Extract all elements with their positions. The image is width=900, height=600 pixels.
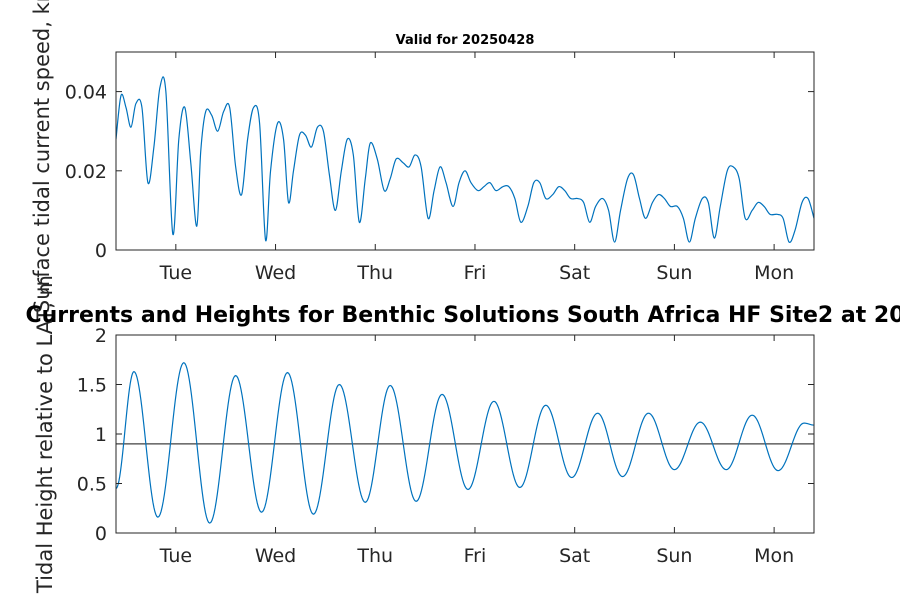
- figure-title: Currents and Heights for Benthic Solutio…: [25, 303, 900, 328]
- tidal-height-series-line: [116, 362, 814, 524]
- current-speed-axes-box: [115, 51, 815, 251]
- tidal-height-ytick-label: 1.5: [77, 375, 107, 397]
- tidal-height-ytick-label: 0.5: [77, 474, 107, 496]
- current-speed-xtick-label: Mon: [754, 262, 794, 284]
- tidal-height-xtick-label: Mon: [754, 545, 794, 567]
- tidal-height-xtick-label: Tue: [159, 545, 192, 567]
- current-speed-ytick-label: 0: [95, 240, 107, 262]
- current-speed-ylabel: Surface tidal current speed, kn: [30, 0, 54, 313]
- current-speed-panel: Tue Wed Thu Fri Sat Sun Mon 0 0.02 0.04 Valid for…: [30, 0, 815, 313]
- current-speed-title: Valid for 20250428: [396, 33, 535, 48]
- current-speed-xtick-label: Sun: [656, 262, 692, 284]
- tidal-height-xtick-label: Sun: [656, 545, 692, 567]
- current-speed-series-line: [116, 76, 814, 244]
- current-speed-xtick-label: Tue: [159, 262, 192, 284]
- current-speed-marks: [116, 76, 814, 244]
- tidal-height-ytick-label: 2: [95, 325, 107, 347]
- current-speed-xtick-label: Thu: [356, 262, 393, 284]
- tidal-height-xtick-label: Sat: [559, 545, 590, 567]
- current-speed-xtick-label: Fri: [464, 262, 487, 284]
- tidal-height-ylabel: Tidal Height relative to LAT, m: [33, 275, 57, 594]
- tidal-height-ytick-label: 1: [95, 424, 107, 446]
- tidal-height-xtick-label: Wed: [255, 545, 296, 567]
- current-speed-ytick-label: 0.04: [65, 82, 107, 104]
- current-speed-axes: Tue Wed Thu Fri Sat Sun Mon 0 0.02 0.04: [65, 51, 815, 284]
- current-speed-xtick-label: Sat: [559, 262, 590, 284]
- tidal-height-marks: [116, 362, 814, 524]
- tidal-height-axes: Tue Wed Thu Fri Sat Sun Mon 0 0.5 1 1.5 2: [77, 325, 815, 567]
- current-speed-xtick-label: Wed: [255, 262, 296, 284]
- tidal-height-xtick-label: Thu: [356, 545, 393, 567]
- current-speed-ytick-label: 0.02: [65, 161, 107, 183]
- tidal-height-ytick-label: 0: [95, 523, 107, 545]
- tidal-height-xtick-label: Fri: [464, 545, 487, 567]
- tidal-height-panel: Tue Wed Thu Fri Sat Sun Mon 0 0.5 1 1.5 2 Tidal Hei…: [33, 275, 815, 594]
